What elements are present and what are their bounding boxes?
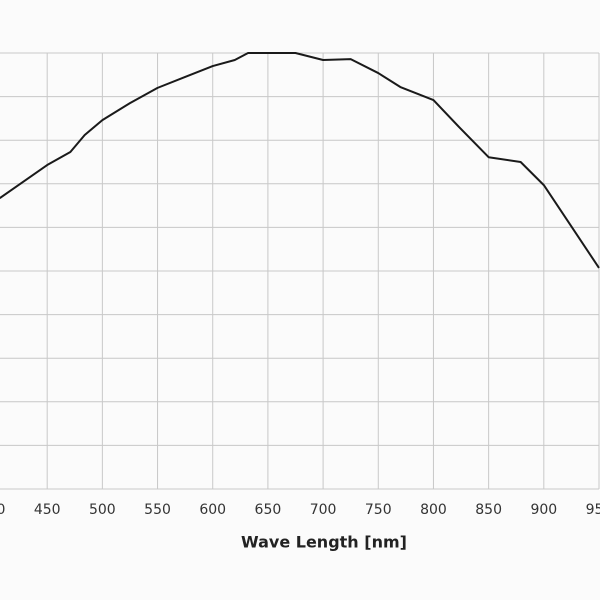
x-axis-title: Wave Length [nm] <box>241 533 407 552</box>
x-tick-label: 650 <box>255 502 282 518</box>
x-tick-label: 550 <box>144 502 171 518</box>
x-tick-label: 750 <box>365 502 392 518</box>
x-tick-label: 450 <box>34 502 61 518</box>
x-tick-label: 700 <box>310 502 337 518</box>
x-tick-label: 400 <box>0 502 5 518</box>
x-tick-label: 500 <box>89 502 116 518</box>
x-tick-label: 850 <box>475 502 502 518</box>
x-tick-label: 950 <box>586 502 600 518</box>
x-tick-label: 900 <box>530 502 557 518</box>
x-tick-label: 800 <box>420 502 447 518</box>
x-tick-label: 600 <box>199 502 226 518</box>
data-line <box>0 52 600 269</box>
